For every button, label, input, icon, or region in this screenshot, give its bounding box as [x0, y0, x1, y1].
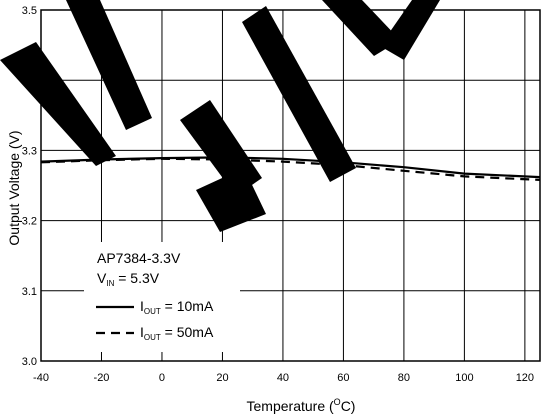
plot-frame: [40, 9, 541, 362]
watermark-stroke-3: [242, 6, 356, 182]
legend-device: AP7384-3.3V: [97, 250, 181, 266]
x-tick-label: 40: [277, 372, 289, 384]
legend-vin: VIN = 5.3V: [97, 270, 160, 288]
y-tick-label: 3.3: [22, 145, 37, 157]
x-axis-ticks: -40 -20 0 20 40 60 80 100 120: [33, 372, 534, 384]
y-axis-title: Output Voltage (V): [6, 130, 22, 245]
x-tick-label: 100: [455, 372, 473, 384]
legend-label-10ma: IOUT = 10mA: [140, 298, 214, 316]
y-tick-label: 3.2: [22, 216, 37, 228]
x-tick-label: 0: [159, 372, 165, 384]
x-axis-title: Temperature (OC): [247, 397, 356, 414]
y-tick-label: 3.1: [22, 286, 37, 298]
y-tick-label: 3.0: [22, 356, 37, 368]
legend-label-50ma: IOUT = 50mA: [140, 324, 214, 342]
legend: AP7384-3.3V VIN = 5.3V IOUT = 10mA IOUT …: [84, 242, 240, 352]
watermark-stroke-7: [380, 0, 440, 60]
x-tick-label: -20: [94, 372, 110, 384]
series-line-10ma: [40, 156, 541, 179]
watermark-stroke-2: [66, 0, 152, 130]
series-line-50ma: [40, 157, 541, 181]
x-tick-label: 60: [337, 372, 349, 384]
legend-background: [84, 242, 240, 352]
watermark-stroke-4: [322, 0, 400, 56]
x-tick-label: -40: [33, 372, 49, 384]
watermark: [0, 0, 440, 232]
x-tick-label: 20: [216, 372, 228, 384]
watermark-stroke-6: [196, 168, 266, 232]
watermark-stroke-1: [0, 42, 116, 166]
x-tick-label: 120: [516, 372, 534, 384]
data-series: [40, 156, 541, 181]
y-tick-label: 3.5: [22, 5, 37, 17]
x-tick-label: 80: [398, 372, 410, 384]
